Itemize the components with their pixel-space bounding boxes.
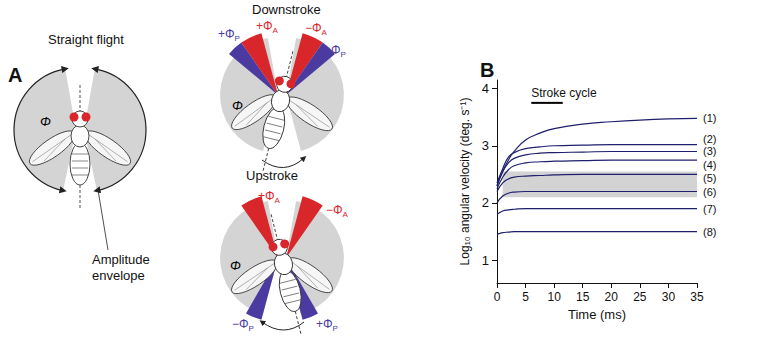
svg-text:B: B <box>480 59 494 81</box>
svg-text:20: 20 <box>605 290 619 304</box>
svg-text:envelope: envelope <box>92 268 145 283</box>
svg-text:15: 15 <box>576 290 590 304</box>
svg-text:+ΦA: +ΦA <box>258 189 281 205</box>
svg-text:(6): (6) <box>703 186 716 198</box>
svg-text:−ΦA: −ΦA <box>326 203 349 219</box>
svg-text:Downstroke: Downstroke <box>252 2 321 17</box>
svg-text:(1): (1) <box>703 112 716 124</box>
svg-text:Stroke cycle: Stroke cycle <box>531 86 597 100</box>
svg-text:Log₁₀ angular velocity (deg. s: Log₁₀ angular velocity (deg. s⁻¹) <box>458 98 472 266</box>
svg-text:(2): (2) <box>703 133 716 145</box>
svg-text:Upstroke: Upstroke <box>246 168 298 183</box>
svg-text:(5): (5) <box>703 172 716 184</box>
svg-text:Φ: Φ <box>232 98 243 113</box>
svg-text:−ΦP: −ΦP <box>232 317 254 333</box>
svg-text:Φ: Φ <box>230 258 241 273</box>
svg-text:25: 25 <box>633 290 647 304</box>
svg-text:30: 30 <box>662 290 676 304</box>
svg-text:+ΦP: +ΦP <box>218 27 240 43</box>
svg-text:−ΦP: −ΦP <box>324 43 346 59</box>
svg-text:3: 3 <box>482 138 489 153</box>
svg-text:Straight flight: Straight flight <box>48 32 124 47</box>
svg-text:Φ: Φ <box>40 114 51 129</box>
svg-text:(8): (8) <box>703 226 716 238</box>
svg-text:(4): (4) <box>703 159 716 171</box>
svg-text:5: 5 <box>522 290 529 304</box>
svg-text:4: 4 <box>482 81 489 96</box>
svg-text:0: 0 <box>494 290 501 304</box>
svg-text:+ΦP: +ΦP <box>316 317 338 333</box>
svg-text:2: 2 <box>482 195 489 210</box>
svg-text:(3): (3) <box>703 145 716 157</box>
svg-text:Amplitude: Amplitude <box>92 252 150 267</box>
svg-text:Time (ms): Time (ms) <box>568 307 626 322</box>
svg-text:−ΦA: −ΦA <box>305 21 328 37</box>
svg-text:35: 35 <box>690 290 704 304</box>
svg-text:(7): (7) <box>703 203 716 215</box>
svg-text:10: 10 <box>547 290 561 304</box>
svg-text:1: 1 <box>482 253 489 268</box>
svg-text:+ΦA: +ΦA <box>256 19 279 35</box>
svg-text:A: A <box>8 64 22 86</box>
